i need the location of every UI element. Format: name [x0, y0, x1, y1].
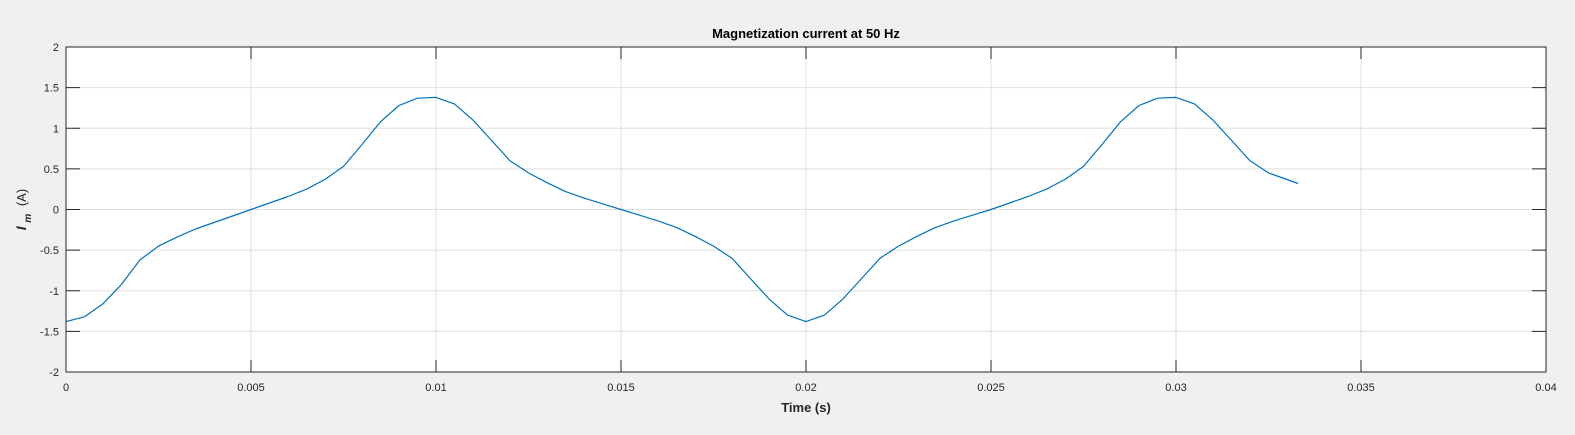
x-tick-label: 0.005 — [237, 382, 265, 394]
x-tick-labels: 0 0.005 0.01 0.015 0.02 0.025 0.03 0.035 0.04 — [63, 382, 1557, 394]
series-layer — [65, 96, 1299, 323]
y-tick-label: -0.5 — [40, 245, 59, 257]
y-tick-label: 2 — [53, 42, 59, 54]
y-axis-subscript: m — [23, 214, 34, 223]
series-line — [65, 96, 1299, 323]
x-tick-label: 0.02 — [795, 382, 816, 394]
y-tick-label: 0 — [53, 205, 59, 217]
x-tick-label: 0.015 — [607, 382, 635, 394]
chart-title: Magnetization current at 50 Hz — [712, 26, 900, 41]
x-axis-label: Time (s) — [781, 400, 831, 415]
x-tick-label: 0.035 — [1347, 382, 1375, 394]
y-axis-symbol: I — [13, 225, 29, 230]
x-tick-label: 0.03 — [1165, 382, 1186, 394]
x-tick-label: 0.04 — [1535, 382, 1556, 394]
y-tick-label: 0.5 — [44, 164, 59, 176]
y-tick-label: -1.5 — [40, 326, 59, 338]
y-axis-unit: (A) — [14, 189, 29, 206]
x-tick-label: 0.01 — [425, 382, 446, 394]
y-tick-label: 1 — [53, 123, 59, 135]
x-tick-label: 0 — [63, 382, 69, 394]
y-tick-label: -1 — [49, 286, 59, 298]
y-axis-label: I m (A) — [13, 189, 34, 230]
y-tick-label: 1.5 — [44, 83, 59, 95]
axes-box — [65, 46, 1547, 373]
y-tick-labels: -2 -1.5 -1 -0.5 0 0.5 1 1.5 2 — [40, 42, 59, 379]
y-tick-label: -2 — [49, 367, 59, 379]
x-tick-label: 0.025 — [977, 382, 1005, 394]
